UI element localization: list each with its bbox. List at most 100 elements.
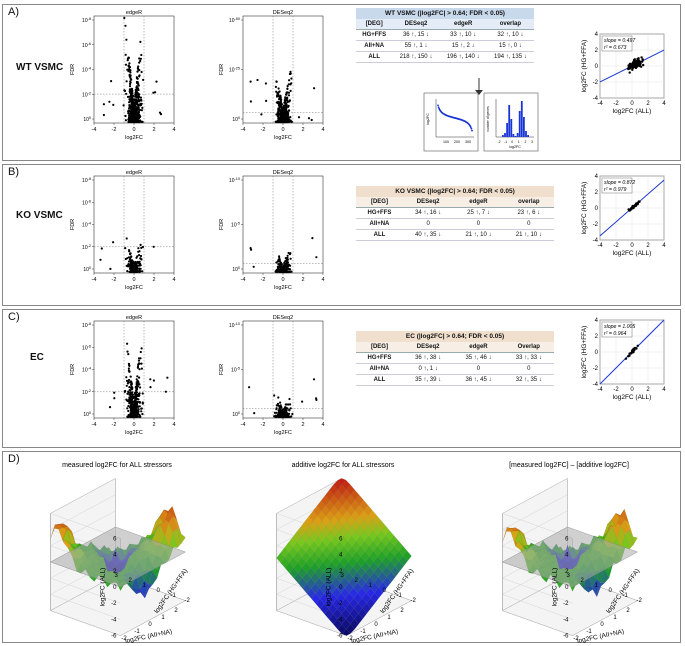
data-point	[627, 66, 630, 70]
table-cell: 35 ↑, 46 ↓	[453, 352, 504, 364]
data-point	[128, 113, 131, 117]
data-point	[135, 397, 138, 400]
data-point	[282, 107, 285, 110]
data-point	[276, 402, 280, 405]
data-point	[138, 57, 141, 60]
inset-ranked-log2fc: log2FC 100 200 300	[423, 92, 479, 152]
data-point	[124, 53, 127, 56]
data-point	[129, 80, 132, 83]
x-tick-label: -2	[613, 387, 619, 393]
data-point	[128, 116, 131, 119]
data-point	[113, 391, 116, 394]
data-point	[130, 95, 133, 98]
y-tick-label: 10-6	[82, 199, 91, 206]
x-tick-label: 4	[321, 127, 324, 133]
x-tick-label: -4	[241, 127, 246, 133]
data-point	[139, 386, 142, 389]
data-point	[277, 110, 280, 114]
y-tick-label: 10-8	[82, 322, 91, 329]
table-cell: 36 ↑, 45 ↓	[453, 374, 504, 386]
data-point	[279, 117, 282, 120]
x-tick-label: 2	[646, 101, 650, 107]
x-tick-label: -4	[92, 127, 97, 133]
data-point	[437, 106, 440, 109]
data-point	[127, 110, 130, 113]
data-point	[253, 412, 256, 415]
data-point	[133, 411, 137, 414]
x-tick-label: -2	[261, 127, 266, 133]
data-point	[283, 261, 286, 264]
z-tick-label: 4	[339, 553, 343, 559]
data-point	[132, 411, 135, 414]
y-tick-label: 1	[369, 583, 373, 589]
data-point	[140, 367, 143, 370]
data-point	[636, 57, 639, 61]
data-point	[130, 255, 133, 258]
inset-x-tick-label: 300	[465, 140, 471, 144]
data-point	[133, 103, 136, 106]
x-axis-label: log2FC (ALL)	[613, 394, 652, 401]
data-point	[133, 115, 137, 118]
gridline	[50, 478, 121, 539]
data-point	[290, 270, 293, 273]
data-point	[125, 80, 128, 83]
data-point	[628, 71, 631, 74]
data-point	[629, 352, 632, 355]
data-point	[136, 375, 139, 378]
data-point	[283, 407, 286, 410]
table-cell: 34 ↑, 16 ↓	[402, 207, 454, 219]
zero-plane	[50, 526, 186, 588]
data-point	[128, 85, 132, 88]
data-point	[470, 127, 473, 130]
x-tick-label: 0	[600, 622, 604, 628]
data-point	[287, 403, 290, 406]
data-point	[125, 38, 128, 41]
data-point	[286, 100, 289, 104]
data-point	[127, 380, 130, 384]
data-point	[112, 103, 115, 106]
data-point	[252, 265, 255, 268]
x-tick-label: 0	[630, 101, 634, 107]
data-point	[307, 117, 311, 120]
deg-table-a-caption: WT VSMC (|log2FC| > 0.64; FDR < 0.05)	[356, 8, 534, 19]
data-point	[108, 406, 112, 409]
x-tick-label: -4	[597, 243, 603, 249]
data-point	[284, 108, 288, 111]
data-point	[284, 111, 287, 114]
x-tick-label: 2	[301, 422, 304, 428]
data-point	[135, 391, 139, 394]
data-point	[155, 80, 158, 83]
panel-c-label: C)	[8, 311, 20, 323]
data-point	[137, 116, 140, 120]
x-tick-label: 2	[152, 127, 155, 133]
data-point	[137, 98, 140, 101]
x-tick-label: 2	[174, 608, 178, 614]
data-point	[152, 91, 155, 94]
panel-d-label: D)	[8, 453, 20, 465]
histogram-bar	[523, 117, 525, 137]
data-point	[248, 386, 251, 389]
panel-c	[2, 309, 681, 448]
data-point	[264, 82, 267, 85]
x-tick-label: 0	[630, 243, 634, 249]
data-point	[138, 108, 142, 112]
data-point	[141, 270, 144, 273]
data-point	[276, 270, 279, 273]
inset-x-tick-label: 3	[531, 140, 533, 144]
inset-x-tick-label: -1	[504, 140, 507, 144]
data-point	[284, 257, 287, 260]
y-tick-label: 10-10	[229, 322, 240, 329]
z-tick-label: 6	[113, 536, 117, 542]
data-point	[126, 264, 129, 267]
y-axis-label: FDR	[219, 64, 225, 75]
y-tick-label: -2	[593, 222, 599, 228]
data-point	[277, 91, 280, 94]
histogram-bar	[512, 134, 515, 137]
z-tick-label: -2	[337, 601, 343, 607]
surface-plot-measured: measured log2FC for ALL stressors6420-2-…	[49, 462, 190, 645]
surface-title: measured log2FC for ALL stressors	[62, 462, 172, 469]
data-point	[154, 91, 157, 94]
data-point	[287, 120, 290, 124]
data-point	[141, 120, 144, 123]
data-point	[283, 114, 286, 117]
